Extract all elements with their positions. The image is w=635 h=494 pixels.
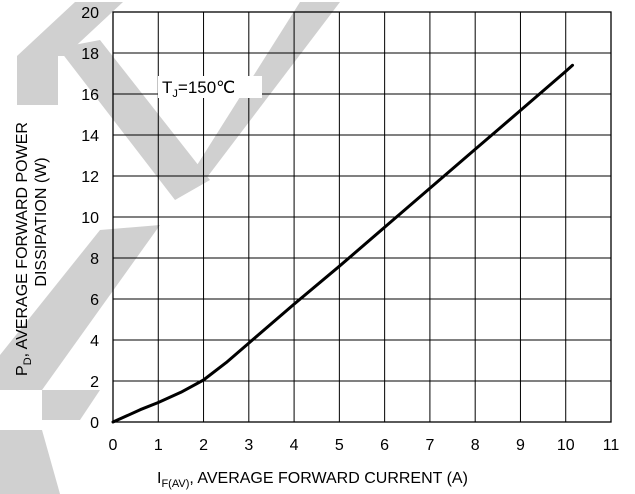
y-axis-ticks: 0 2 4 6 8 10 12 14 16 18 20 bbox=[81, 5, 99, 432]
y-tick-label-16: 16 bbox=[81, 87, 99, 104]
y-axis-label-line2: DISSIPATION (W) bbox=[33, 157, 50, 286]
x-axis-label: IF(AV), AVERAGE FORWARD CURRENT (A) bbox=[157, 470, 468, 490]
annotation-background bbox=[158, 76, 262, 98]
x-axis-ticks: 0 1 2 3 4 5 6 7 8 9 10 11 bbox=[109, 437, 620, 454]
series-line bbox=[111, 63, 574, 424]
y-tick-label-14: 14 bbox=[81, 128, 99, 145]
junction-temp-annotation: TJ=150℃ bbox=[162, 78, 235, 100]
x-tick-label-4: 4 bbox=[290, 437, 299, 454]
y-tick-label-10: 10 bbox=[81, 210, 99, 227]
y-tick-label-18: 18 bbox=[81, 46, 99, 63]
x-tick-label-10: 10 bbox=[557, 437, 575, 454]
y-tick-label-2: 2 bbox=[90, 374, 99, 391]
x-tick-label-7: 7 bbox=[425, 437, 434, 454]
plot-frame bbox=[112, 11, 612, 423]
grid bbox=[112, 11, 612, 423]
x-tick-label-5: 5 bbox=[335, 437, 344, 454]
y-tick-label-0: 0 bbox=[90, 415, 99, 432]
x-tick-label-11: 11 bbox=[603, 437, 620, 454]
y-tick-label-12: 12 bbox=[81, 169, 99, 186]
x-tick-label-2: 2 bbox=[199, 437, 208, 454]
watermark-logo bbox=[0, 2, 340, 494]
y-tick-label-8: 8 bbox=[90, 251, 99, 268]
x-tick-label-1: 1 bbox=[154, 437, 163, 454]
x-tick-label-0: 0 bbox=[109, 437, 118, 454]
x-tick-label-8: 8 bbox=[471, 437, 480, 454]
y-axis-label-line1: PD, AVERAGE FORWARD POWER bbox=[14, 122, 34, 376]
x-tick-label-6: 6 bbox=[380, 437, 389, 454]
x-tick-label-9: 9 bbox=[516, 437, 525, 454]
y-tick-label-20: 20 bbox=[81, 5, 99, 22]
y-tick-label-4: 4 bbox=[90, 333, 99, 350]
x-tick-label-3: 3 bbox=[244, 437, 253, 454]
y-tick-label-6: 6 bbox=[90, 292, 99, 309]
